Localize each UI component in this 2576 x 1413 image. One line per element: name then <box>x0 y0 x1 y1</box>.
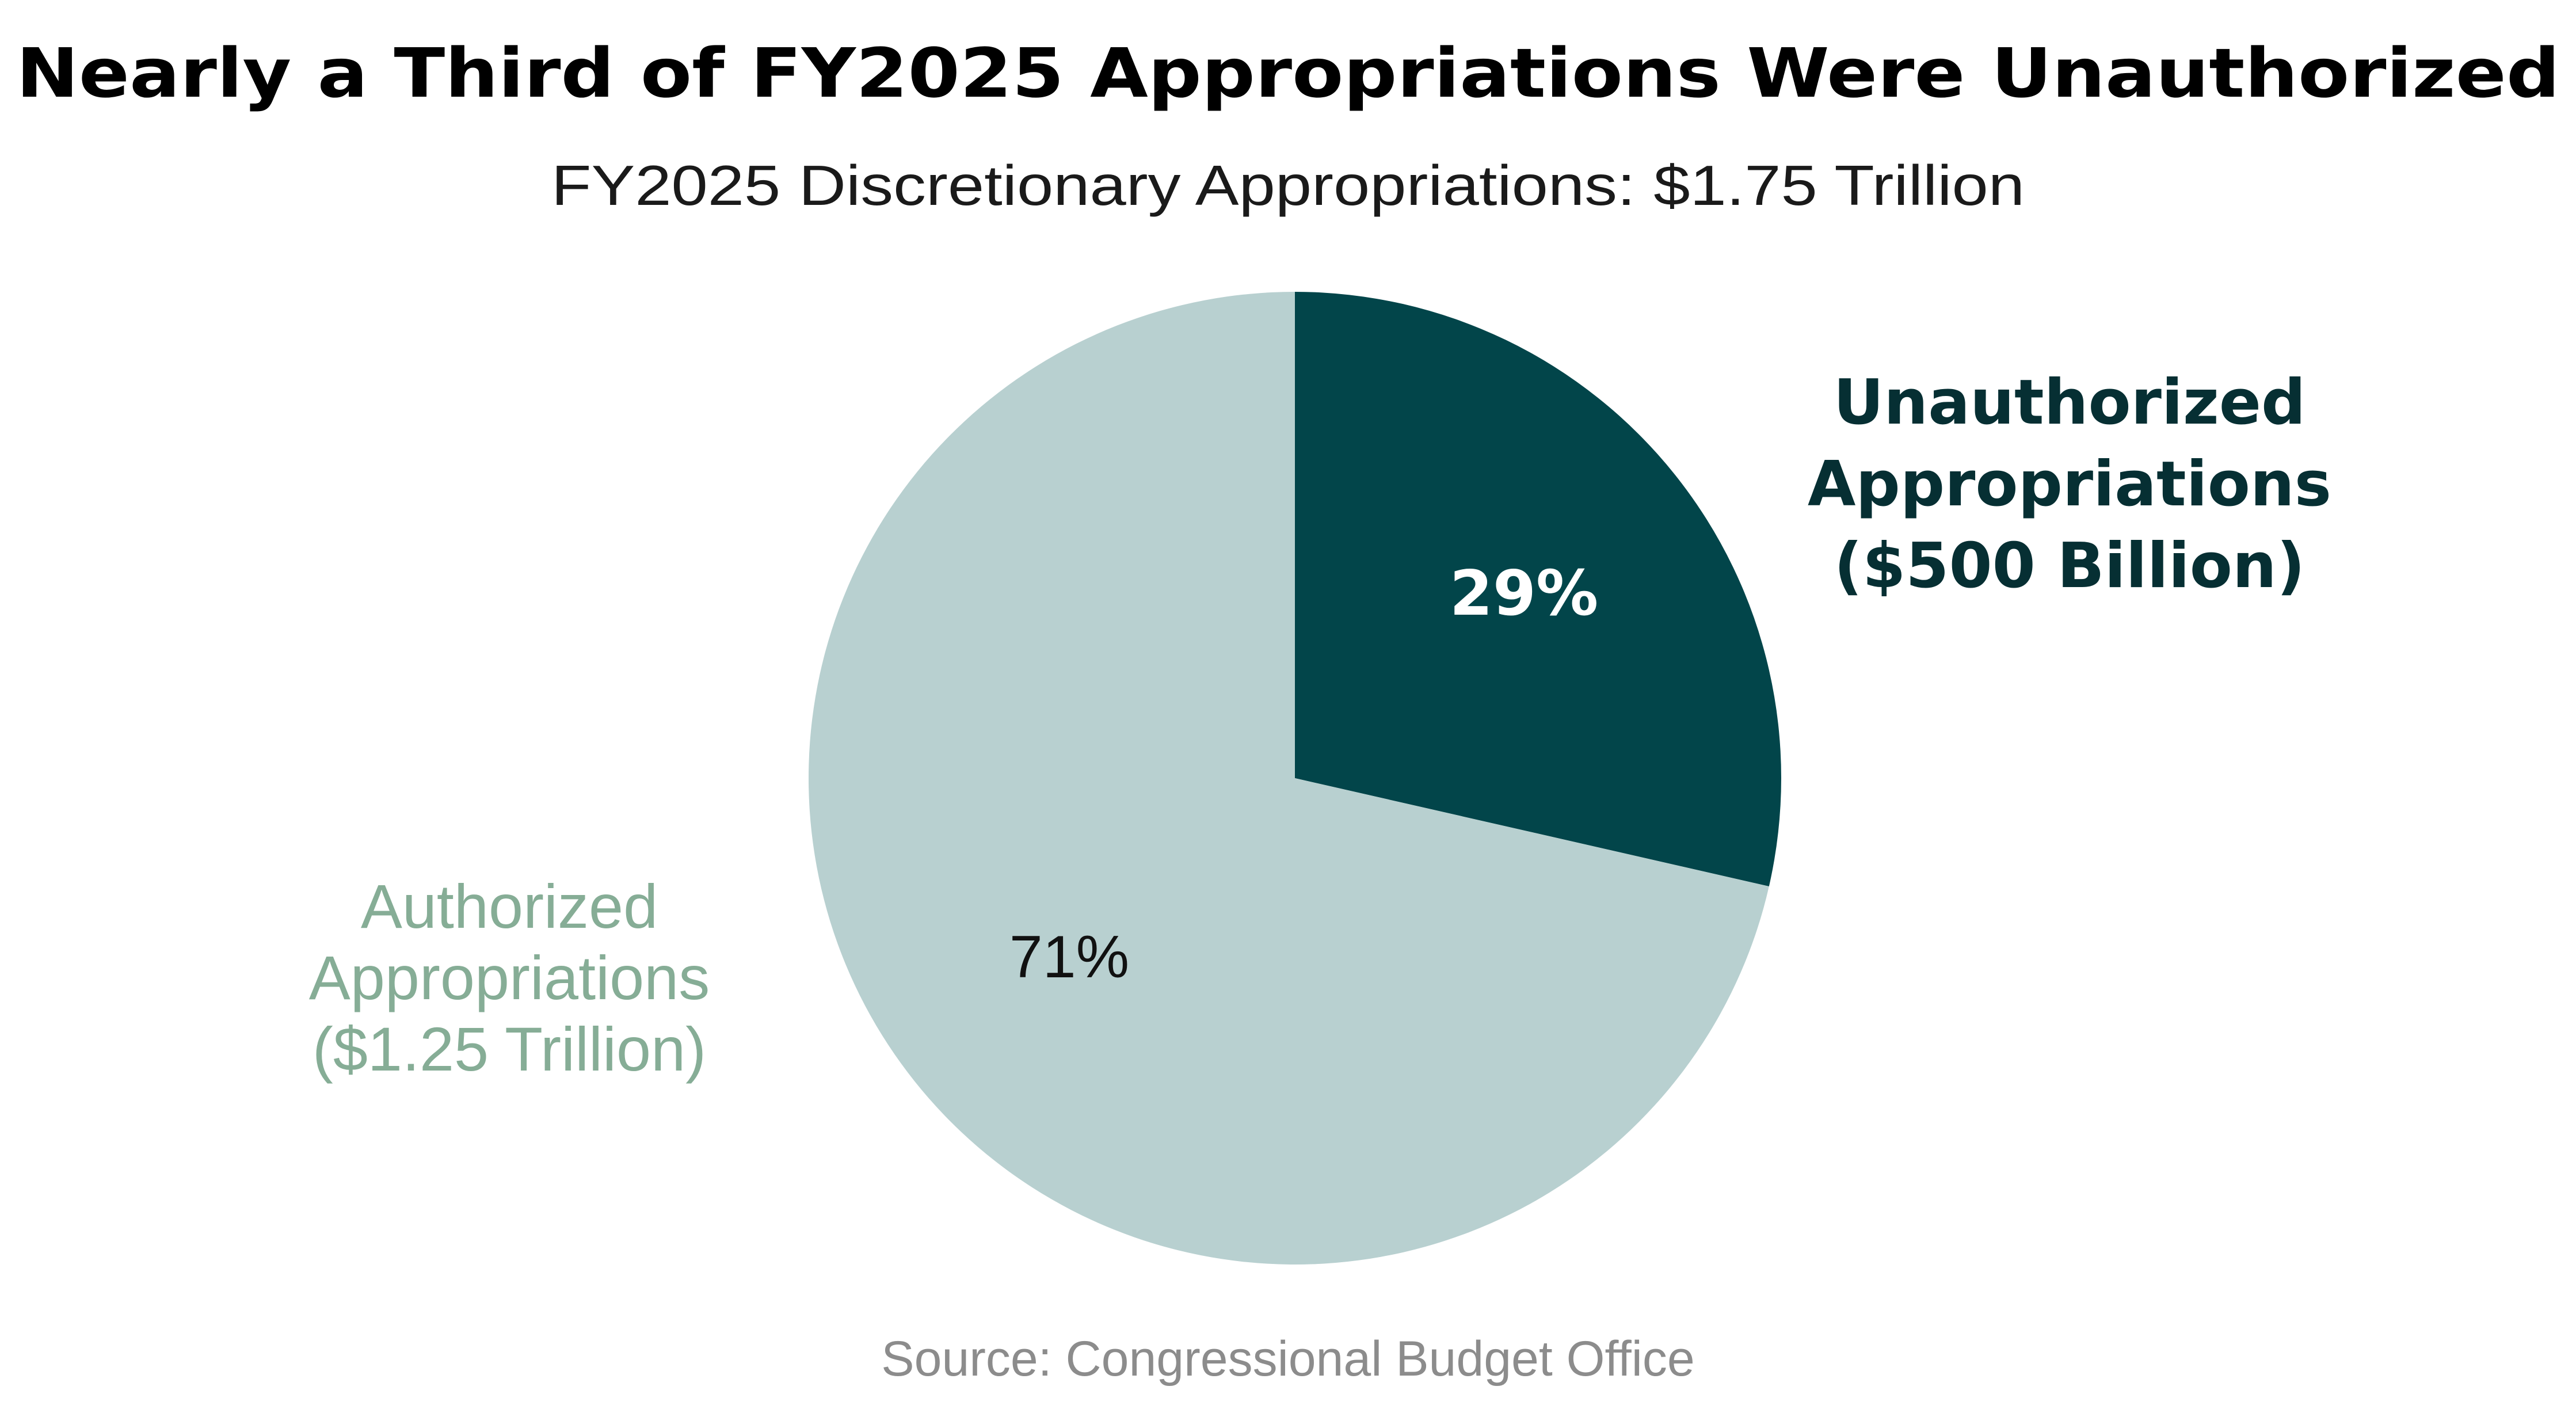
chart-subtitle: FY2025 Discretionary Appropriations: $1.… <box>551 154 2025 217</box>
label-unauthorized-line3: ($500 Billion) <box>1834 530 2305 602</box>
chart-title: Nearly a Third of FY2025 Appropriations … <box>16 33 2560 113</box>
slice-percent-unauthorized: 29% <box>1450 558 1599 630</box>
pie-slices <box>808 292 1781 1265</box>
pie-slice-authorized <box>808 292 1769 1265</box>
pie-slice-unauthorized <box>1295 292 1781 887</box>
label-authorized-line3: ($1.25 Trillion) <box>313 1014 706 1084</box>
legend-label-authorized: Authorized Appropriations ($1.25 Trillio… <box>309 871 710 1084</box>
label-authorized-line2: Appropriations <box>309 943 710 1012</box>
label-unauthorized-line2: Appropriations <box>1808 448 2331 520</box>
legend-label-unauthorized: Unauthorized Appropriations ($500 Billio… <box>1808 367 2331 602</box>
label-authorized-line1: Authorized <box>361 871 658 941</box>
source-note: Source: Congressional Budget Office <box>881 1331 1694 1387</box>
label-unauthorized-line1: Unauthorized <box>1834 367 2306 439</box>
slice-percent-authorized: 71% <box>1009 924 1129 991</box>
